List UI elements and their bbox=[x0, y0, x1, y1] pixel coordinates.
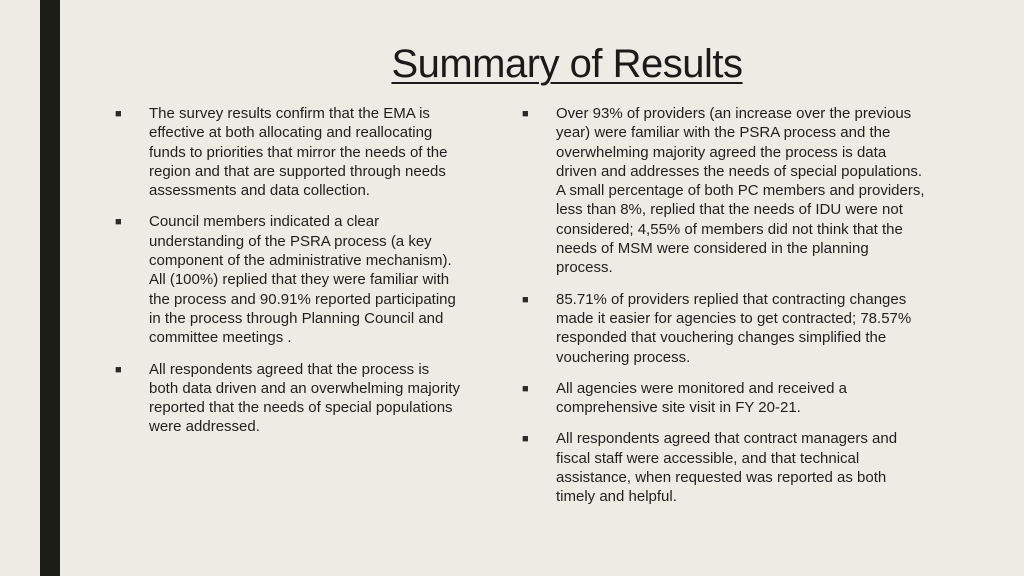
bullet-item: ■ All agencies were monitored and receiv… bbox=[522, 379, 962, 418]
left-accent-bar bbox=[40, 0, 60, 576]
left-bullet-list: ■ The survey results confirm that the EM… bbox=[115, 104, 495, 449]
bullet-text: The survey results confirm that the EMA … bbox=[149, 105, 448, 200]
bullet-item: ■ Council members indicated a clear unde… bbox=[115, 212, 495, 347]
bullet-item: ■ All respondents agreed that contract m… bbox=[522, 429, 962, 506]
bullet-text: All respondents agreed that contract man… bbox=[556, 430, 898, 506]
bullet-item: ■ The survey results confirm that the EM… bbox=[115, 104, 495, 200]
bullet-square-icon: ■ bbox=[115, 108, 122, 120]
bullet-square-icon: ■ bbox=[522, 382, 529, 395]
bullet-text: 85.71% of providers replied that contrac… bbox=[556, 290, 912, 366]
bullet-item: ■ 85.71% of providers replied that contr… bbox=[522, 290, 962, 367]
bullet-square-icon: ■ bbox=[115, 216, 122, 229]
bullet-square-icon: ■ bbox=[522, 293, 529, 306]
right-bullet-list: ■ Over 93% of providers (an increase ove… bbox=[522, 104, 962, 519]
bullet-item: ■ Over 93% of providers (an increase ove… bbox=[522, 104, 962, 278]
bullet-text: Council members indicated a clear unders… bbox=[149, 213, 456, 347]
bullet-square-icon: ■ bbox=[522, 108, 529, 120]
bullet-square-icon: ■ bbox=[115, 363, 122, 376]
bullet-text: All agencies were monitored and received… bbox=[556, 379, 847, 417]
bullet-item: ■ All respondents agreed that the proces… bbox=[115, 360, 495, 437]
bullet-text: All respondents agreed that the process … bbox=[149, 360, 461, 436]
bullet-text: Over 93% of providers (an increase over … bbox=[556, 105, 925, 277]
slide-title: Summary of Results bbox=[391, 42, 743, 86]
bullet-square-icon: ■ bbox=[522, 433, 529, 446]
